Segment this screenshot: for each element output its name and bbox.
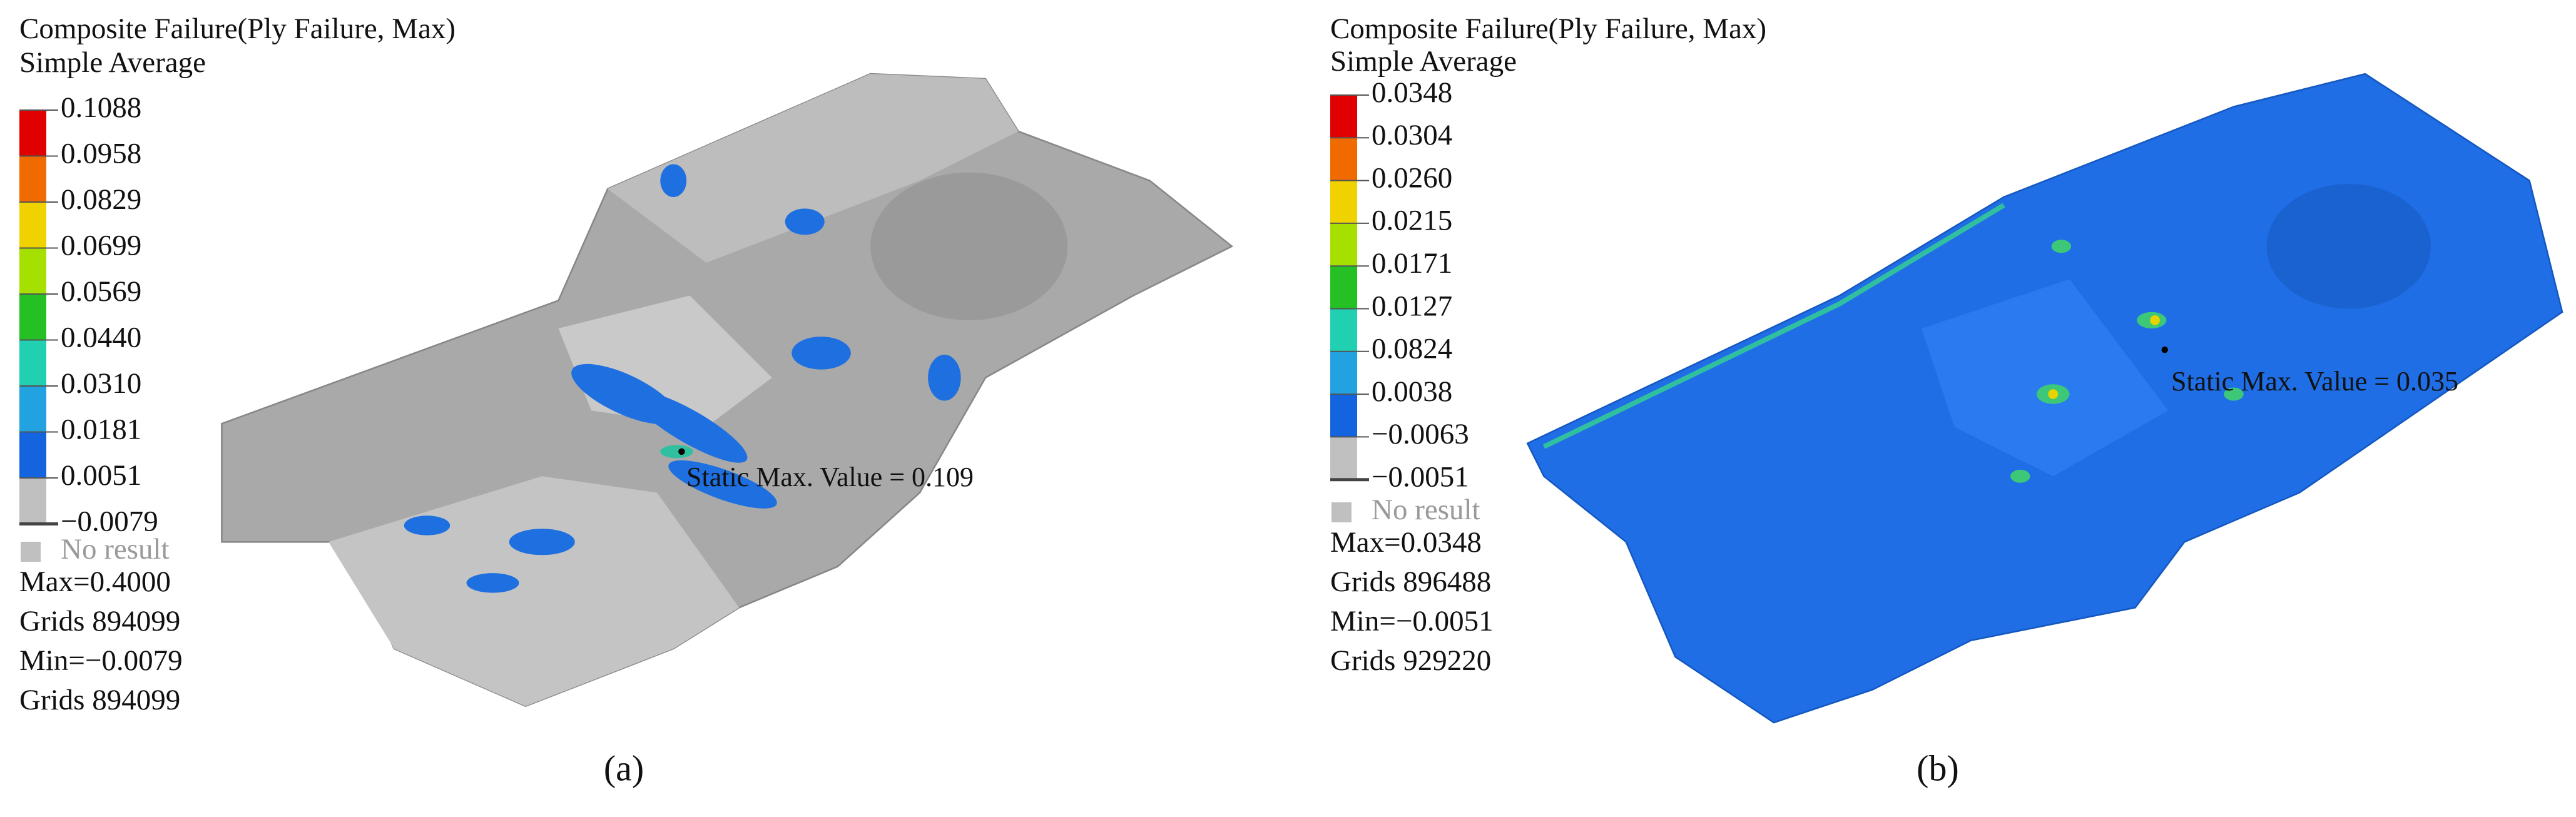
legend-label: 0.0127	[1372, 290, 1452, 322]
no-result-label: No result	[61, 533, 170, 566]
legend-label: 0.0829	[61, 183, 141, 216]
panel-subtitle: Simple Average	[19, 46, 206, 79]
legend-label: 0.0699	[61, 229, 141, 261]
legend-label: 0.0569	[61, 275, 141, 308]
legend-label: 0.0310	[61, 367, 141, 400]
legend-swatch	[19, 478, 46, 524]
legend-swatch	[1330, 351, 1357, 395]
legend-swatch	[19, 340, 46, 386]
legend-swatch	[1330, 95, 1357, 138]
legend-swatch	[19, 432, 46, 478]
stat-line: Max=0.4000	[19, 566, 171, 598]
stat-line: Grids 896488	[1330, 566, 1491, 598]
legend-label: −0.0063	[1372, 418, 1469, 450]
legend-swatch	[1330, 223, 1357, 266]
max-annotation: Static Max. Value = 0.109	[686, 462, 974, 492]
legend-label: 0.0348	[1372, 76, 1452, 109]
legend-swatch	[19, 386, 46, 432]
stat-line: Min=−0.0079	[19, 644, 183, 677]
panel-title: Composite Failure(Ply Failure, Max)	[1330, 13, 1766, 45]
legend-swatch	[19, 294, 46, 340]
legend-swatch	[19, 202, 46, 248]
panel-caption: (b)	[1917, 748, 1959, 788]
no-result-label: No result	[1372, 494, 1480, 526]
legend-label: 0.0038	[1372, 375, 1452, 408]
legend-label: 0.0958	[61, 137, 141, 170]
legend-swatch	[1330, 394, 1357, 437]
legend-label: 0.0215	[1372, 205, 1452, 237]
legend-swatch	[1330, 266, 1357, 309]
stat-line: Max=0.0348	[1330, 526, 1482, 559]
legend-label: 0.0824	[1372, 333, 1452, 365]
max-annotation: Static Max. Value = 0.035	[2171, 366, 2458, 397]
legend-swatch	[1330, 138, 1357, 181]
panel-title: Composite Failure(Ply Failure, Max)	[19, 13, 456, 45]
legend-label: −0.0051	[1372, 460, 1469, 493]
legend-label: 0.0181	[61, 413, 141, 445]
legend-label: −0.0079	[61, 505, 158, 537]
stat-line: Grids 894099	[19, 605, 180, 637]
stat-line: Min=−0.0051	[1330, 605, 1494, 637]
legend-label: 0.0171	[1372, 247, 1452, 280]
stat-line: Grids 929220	[1330, 644, 1491, 677]
legend-label: 0.0304	[1372, 119, 1452, 151]
panel-caption: (a)	[604, 748, 644, 788]
legend-swatch	[1330, 437, 1357, 480]
no-result-swatch	[21, 542, 41, 562]
legend-label: 0.0051	[61, 459, 141, 492]
no-result-swatch	[1331, 502, 1352, 522]
legend-swatch	[19, 248, 46, 294]
model-a	[221, 73, 1234, 708]
legend-swatch	[1330, 180, 1357, 223]
stat-line: Grids 894099	[19, 684, 180, 716]
legend-label: 0.0260	[1372, 161, 1452, 194]
model-b	[1526, 73, 2563, 724]
panel-subtitle: Simple Average	[1330, 45, 1517, 78]
legend-swatch	[19, 156, 46, 202]
legend-swatch	[19, 110, 46, 156]
legend-label: 0.0440	[61, 321, 141, 353]
legend-swatch	[1330, 308, 1357, 352]
legend-label: 0.1088	[61, 91, 141, 124]
